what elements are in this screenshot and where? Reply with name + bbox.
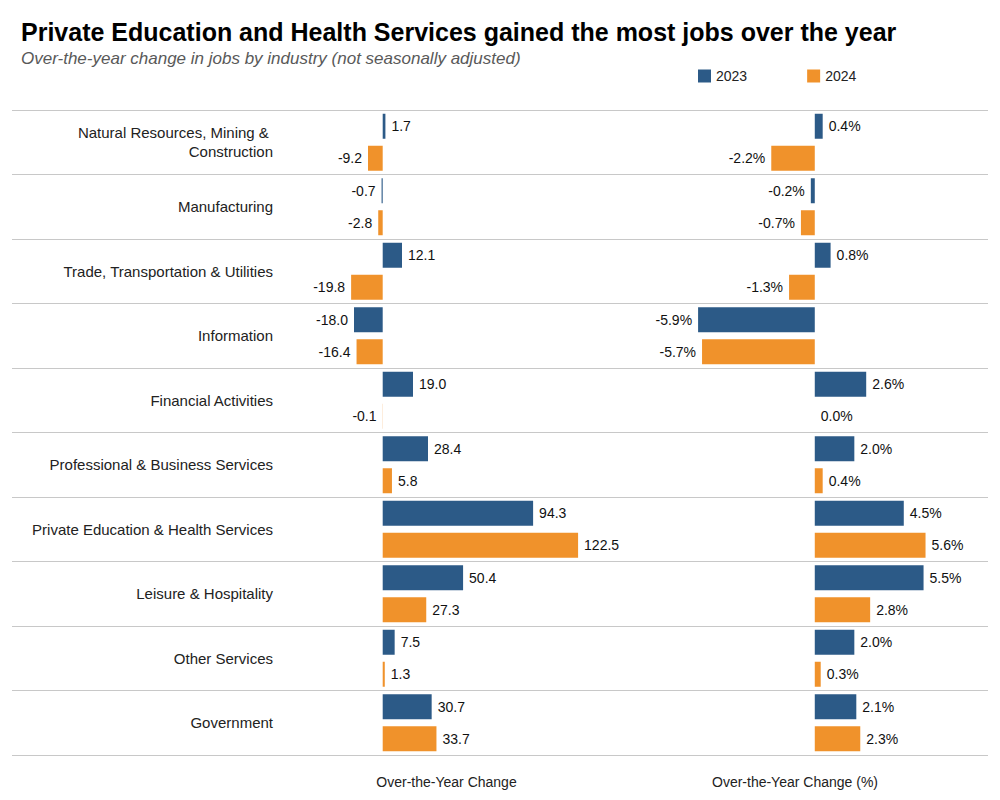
svg-text:0.4%: 0.4% — [829, 118, 861, 134]
svg-text:0.3%: 0.3% — [827, 666, 859, 682]
svg-text:0.8%: 0.8% — [837, 247, 869, 263]
svg-text:-1.3%: -1.3% — [746, 279, 783, 295]
svg-text:Government: Government — [190, 714, 273, 731]
svg-text:Over-the-Year Change (%): Over-the-Year Change (%) — [712, 774, 878, 790]
svg-text:-18.0: -18.0 — [316, 312, 348, 328]
svg-text:Other Services: Other Services — [174, 650, 273, 667]
svg-text:-0.7: -0.7 — [351, 183, 375, 199]
svg-text:5.6%: 5.6% — [932, 537, 964, 553]
svg-text:19.0: 19.0 — [419, 376, 446, 392]
svg-text:Over-the-year change in jobs b: Over-the-year change in jobs by industry… — [21, 49, 521, 68]
svg-text:-2.8: -2.8 — [348, 215, 372, 231]
svg-text:2024: 2024 — [825, 68, 856, 84]
svg-text:94.3: 94.3 — [539, 505, 566, 521]
svg-text:28.4: 28.4 — [434, 441, 461, 457]
svg-text:1.3: 1.3 — [391, 666, 411, 682]
svg-text:Professional & Business Servic: Professional & Business Services — [50, 456, 273, 473]
svg-text:Manufacturing: Manufacturing — [178, 198, 273, 215]
svg-text:12.1: 12.1 — [408, 247, 435, 263]
svg-text:5.5%: 5.5% — [930, 570, 962, 586]
svg-text:0.0%: 0.0% — [821, 408, 853, 424]
svg-text:2.1%: 2.1% — [862, 699, 894, 715]
svg-text:1.7: 1.7 — [391, 118, 411, 134]
svg-text:-0.7%: -0.7% — [758, 215, 795, 231]
svg-text:-5.9%: -5.9% — [656, 312, 693, 328]
svg-text:Private Education and Health S: Private Education and Health Services ga… — [21, 18, 897, 46]
svg-text:Leisure & Hospitality: Leisure & Hospitality — [136, 585, 273, 602]
svg-text:-16.4: -16.4 — [319, 344, 351, 360]
svg-text:Trade, Transportation & Utilit: Trade, Transportation & Utilities — [63, 263, 273, 280]
svg-text:-0.2%: -0.2% — [768, 183, 805, 199]
svg-text:27.3: 27.3 — [432, 602, 459, 618]
svg-text:33.7: 33.7 — [442, 731, 469, 747]
svg-text:-5.7%: -5.7% — [659, 344, 696, 360]
svg-text:-0.1: -0.1 — [352, 408, 376, 424]
svg-text:7.5: 7.5 — [401, 634, 421, 650]
svg-text:2.6%: 2.6% — [872, 376, 904, 392]
svg-text:2.3%: 2.3% — [866, 731, 898, 747]
svg-text:5.8: 5.8 — [398, 473, 418, 489]
svg-text:Over-the-Year Change: Over-the-Year Change — [376, 774, 517, 790]
svg-text:Construction: Construction — [189, 143, 273, 160]
svg-text:-2.2%: -2.2% — [729, 150, 766, 166]
svg-text:-9.2: -9.2 — [338, 150, 362, 166]
svg-text:0.4%: 0.4% — [829, 473, 861, 489]
svg-text:Natural Resources, Mining &: Natural Resources, Mining & — [78, 124, 273, 141]
svg-text:50.4: 50.4 — [469, 570, 496, 586]
svg-text:2.0%: 2.0% — [860, 441, 892, 457]
svg-text:Information: Information — [198, 327, 273, 344]
svg-text:-19.8: -19.8 — [313, 279, 345, 295]
svg-text:2.0%: 2.0% — [860, 634, 892, 650]
svg-text:2023: 2023 — [716, 68, 747, 84]
svg-text:122.5: 122.5 — [584, 537, 619, 553]
svg-text:Financial Activities: Financial Activities — [150, 392, 273, 409]
svg-text:2.8%: 2.8% — [876, 602, 908, 618]
svg-text:4.5%: 4.5% — [910, 505, 942, 521]
svg-text:Private Education & Health Ser: Private Education & Health Services — [32, 521, 273, 538]
svg-text:30.7: 30.7 — [438, 699, 465, 715]
